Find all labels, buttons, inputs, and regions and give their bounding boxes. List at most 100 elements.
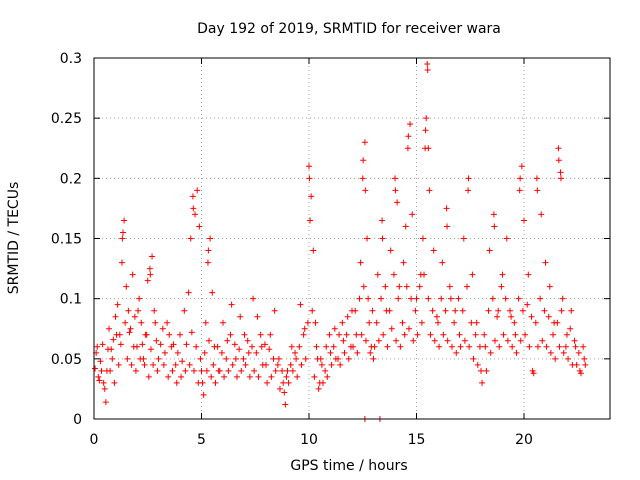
data-point	[218, 349, 225, 356]
data-point	[340, 337, 347, 344]
data-point	[470, 355, 477, 362]
data-point	[550, 331, 557, 338]
data-point	[444, 337, 451, 344]
data-point	[119, 235, 126, 242]
data-point	[573, 361, 580, 368]
data-point	[555, 157, 562, 164]
x-tick-labels: 0 5 10 15 20	[90, 432, 533, 448]
data-point	[407, 121, 414, 128]
data-point	[330, 343, 337, 350]
data-point	[408, 295, 415, 302]
data-point	[110, 336, 117, 343]
data-point	[178, 373, 185, 380]
data-point	[120, 229, 127, 236]
data-point	[282, 401, 289, 408]
data-point	[358, 331, 365, 338]
data-point	[478, 367, 484, 374]
data-point	[557, 175, 564, 182]
data-points	[92, 61, 589, 422]
data-point	[491, 223, 498, 230]
data-point	[530, 370, 537, 377]
data-point	[533, 175, 540, 182]
data-point	[360, 283, 367, 290]
data-point	[473, 319, 480, 326]
data-point	[515, 295, 522, 302]
data-point	[517, 337, 524, 344]
data-point	[504, 337, 511, 344]
data-point	[264, 379, 271, 386]
data-point	[468, 319, 475, 326]
data-point	[107, 367, 114, 374]
data-point	[270, 355, 277, 362]
data-point	[301, 325, 308, 332]
data-point	[412, 307, 419, 314]
data-point	[137, 355, 144, 362]
data-point	[581, 355, 588, 362]
data-point	[508, 313, 515, 320]
data-point	[166, 331, 173, 338]
data-point	[138, 319, 145, 326]
data-point	[507, 307, 514, 314]
data-point	[373, 319, 380, 326]
data-point	[394, 199, 401, 206]
data-point	[499, 271, 506, 278]
data-point	[292, 349, 299, 356]
data-point	[562, 343, 569, 350]
data-point	[244, 337, 251, 344]
data-point	[378, 295, 385, 302]
data-point	[276, 385, 283, 392]
data-point	[418, 319, 425, 326]
data-point	[173, 379, 180, 386]
data-point	[522, 331, 529, 338]
data-point	[150, 361, 157, 368]
data-point	[336, 331, 343, 338]
data-point	[207, 235, 214, 242]
data-point	[177, 331, 183, 338]
data-point	[214, 343, 221, 350]
data-point	[279, 367, 286, 374]
x-tick-label: 5	[197, 432, 206, 448]
data-point	[577, 370, 584, 377]
data-point	[310, 247, 317, 254]
data-point	[425, 145, 432, 152]
data-point	[212, 379, 219, 386]
data-point	[343, 331, 350, 338]
data-point	[425, 295, 432, 302]
data-point	[482, 343, 489, 350]
data-point	[362, 187, 369, 194]
data-point	[466, 343, 473, 350]
data-point	[400, 259, 407, 266]
data-point	[189, 193, 196, 200]
data-point	[118, 259, 125, 266]
data-point	[487, 349, 494, 356]
data-point	[552, 355, 559, 362]
data-point	[375, 337, 382, 344]
data-point	[564, 331, 570, 338]
y-tick-label: 0.1	[60, 292, 82, 308]
data-point	[113, 331, 120, 338]
data-point	[194, 187, 201, 194]
data-point	[512, 331, 519, 338]
data-point	[469, 271, 476, 278]
data-point	[223, 355, 230, 362]
data-point	[446, 283, 453, 290]
data-point	[233, 373, 240, 380]
data-point	[139, 341, 146, 348]
data-point	[96, 377, 103, 384]
data-point	[95, 373, 102, 380]
axis-ticks	[93, 57, 610, 420]
data-point	[424, 67, 431, 74]
data-point	[182, 367, 189, 374]
data-point	[370, 355, 377, 362]
data-point	[112, 313, 119, 320]
data-point	[152, 319, 159, 326]
data-point	[104, 346, 111, 353]
data-point	[439, 259, 446, 266]
data-point	[582, 361, 589, 368]
data-point	[151, 307, 158, 314]
data-point	[109, 355, 116, 362]
data-point	[106, 325, 113, 332]
data-point	[135, 307, 142, 314]
data-point	[237, 313, 244, 320]
data-point	[289, 367, 296, 374]
